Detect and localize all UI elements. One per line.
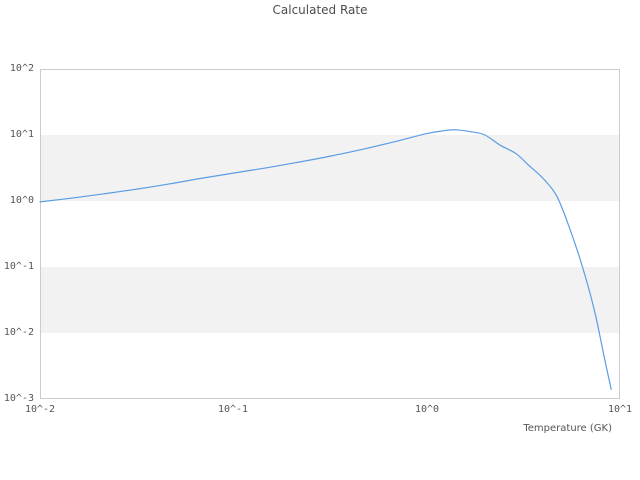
x-axis-title: Temperature (GK): [523, 423, 612, 434]
decade-band: [40, 267, 620, 333]
chart-title: Calculated Rate: [272, 3, 368, 17]
decade-band: [40, 135, 620, 201]
x-tick-label-1e0: 10^0: [414, 404, 440, 415]
y-tick-label-1e-1: 10^-1: [3, 261, 34, 272]
x-tick-label-1e-1: 10^-1: [217, 404, 249, 415]
y-tick-label-1e2: 10^2: [9, 63, 34, 74]
y-tick-label-1e-2: 10^-2: [3, 327, 34, 338]
x-tick-label-1e1: 10^1: [607, 404, 633, 415]
y-tick-label-1e1: 10^1: [9, 129, 34, 140]
y-tick-label-1e-3: 10^-3: [3, 393, 34, 404]
rate-curve: [39, 129, 612, 390]
x-tick-label-1e-2: 10^-2: [24, 404, 56, 415]
plot-border: [40, 69, 620, 399]
y-tick-label-1e0: 10^0: [9, 195, 34, 206]
